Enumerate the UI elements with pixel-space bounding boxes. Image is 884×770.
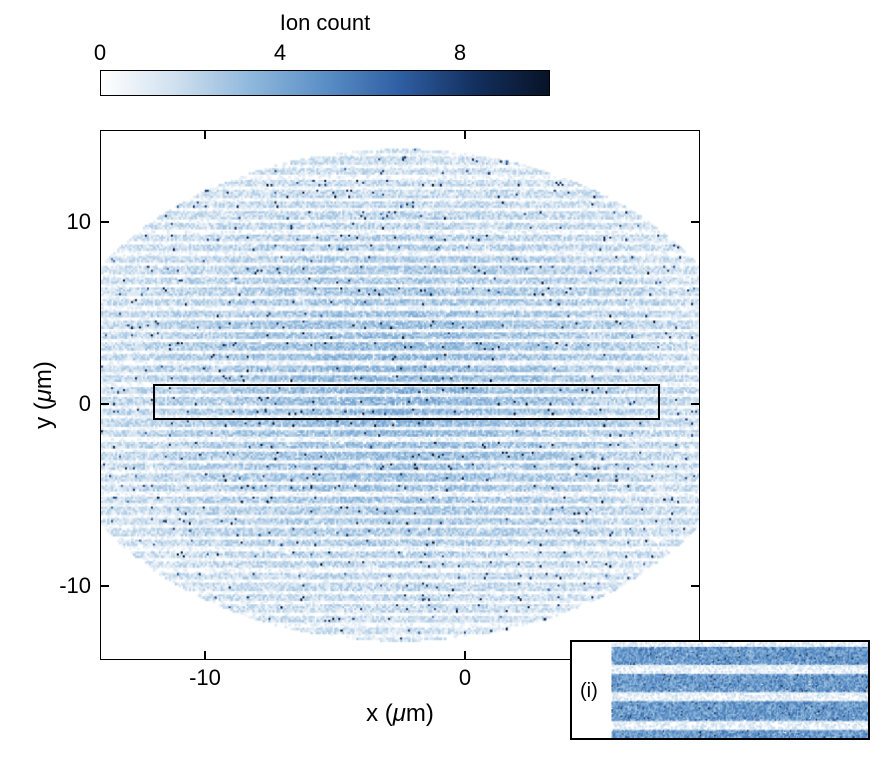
y-axis-label: y (μm) <box>30 130 58 660</box>
x-tick-label: -10 <box>189 665 221 691</box>
inset-canvas <box>572 642 868 738</box>
x-tick-label: 0 <box>459 665 471 691</box>
roi-rectangle <box>153 384 660 420</box>
xlabel-text: x (μm) <box>366 700 434 727</box>
colorbar-tick-label: 0 <box>94 40 106 66</box>
x-tick <box>204 651 206 659</box>
y-tick <box>101 221 109 223</box>
colorbar <box>100 70 550 96</box>
main-axes: -100-10010 <box>100 130 700 660</box>
y-tick-label: 0 <box>79 391 91 417</box>
y-tick <box>691 221 699 223</box>
y-tick-label: 10 <box>67 209 91 235</box>
colorbar-tick-label: 8 <box>454 40 466 66</box>
colorbar-title: Ion count <box>100 10 550 36</box>
y-tick-label: -10 <box>59 573 91 599</box>
y-tick <box>101 585 109 587</box>
y-tick <box>691 585 699 587</box>
x-tick <box>464 651 466 659</box>
y-tick <box>101 403 109 405</box>
colorbar-tick-label: 4 <box>274 40 286 66</box>
x-tick <box>464 131 466 139</box>
ylabel-text: y (μm) <box>30 361 57 429</box>
colorbar-ticks: 048 <box>100 40 550 64</box>
colorbar-region: Ion count 048 <box>100 10 550 110</box>
y-tick <box>691 403 699 405</box>
x-tick <box>204 131 206 139</box>
inset-panel: (i) <box>570 640 870 740</box>
figure-root: Ion count 048 -100-10010 y (μm) x (μm) (… <box>0 0 884 770</box>
inset-label: (i) <box>580 680 598 703</box>
